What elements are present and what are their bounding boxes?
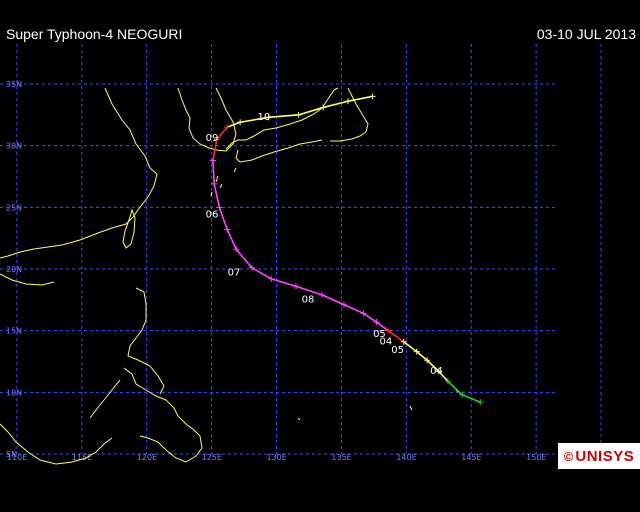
logo-text: UNISYS	[575, 447, 635, 465]
lon-label: 145E	[461, 453, 481, 462]
track-segment	[416, 351, 428, 361]
track-segment	[226, 121, 241, 128]
lat-label: 30N	[6, 142, 22, 151]
coast-borneo	[0, 423, 113, 465]
day-label: 06	[206, 210, 219, 221]
date-range: 03-10 JUL 2013	[536, 26, 636, 42]
track-segment	[363, 312, 377, 323]
track-segment	[323, 100, 349, 109]
lat-label: 35N	[6, 80, 22, 89]
track-segment	[213, 183, 221, 208]
header: Super Typhoon-4 NEOGURI 03-10 JUL 2013	[0, 0, 640, 44]
day-label: 04	[430, 366, 443, 377]
lon-label: 130E	[267, 453, 287, 462]
lat-label: 10N	[6, 388, 22, 397]
track-segment	[403, 341, 418, 353]
track-segment	[438, 370, 449, 382]
day-label: 10	[258, 112, 271, 123]
track-segment	[271, 278, 297, 288]
track-segment	[426, 359, 440, 372]
lon-label: 120E	[137, 453, 157, 462]
track-segment	[216, 126, 228, 141]
track-segment	[298, 106, 324, 116]
track-segment	[461, 394, 481, 403]
track-segment	[268, 114, 299, 119]
lon-label: 135E	[331, 453, 351, 462]
lon-label: 140E	[396, 453, 416, 462]
lon-label: 150E	[526, 453, 546, 462]
lat-label: 5N	[6, 450, 17, 459]
coast-ryukyu	[210, 167, 237, 197]
lon-label: 115E	[72, 453, 92, 462]
day-label: 05	[391, 345, 404, 356]
lat-label: 25N	[6, 203, 22, 212]
coast-palawan	[89, 379, 121, 419]
day-label: 05	[373, 329, 386, 340]
track-segment	[235, 248, 253, 269]
coast-south-china	[0, 273, 55, 286]
unisys-logo: © UNISYS	[558, 443, 640, 469]
day-label: 08	[302, 295, 315, 306]
coast-visayas	[123, 367, 203, 463]
day-label: 07	[228, 267, 241, 278]
coast-china	[0, 87, 158, 259]
track-segment	[295, 285, 323, 296]
track-segment	[447, 380, 463, 396]
track-segment	[321, 294, 345, 306]
track-segment	[212, 139, 218, 161]
coast-japan	[225, 87, 339, 163]
track-segment	[343, 304, 364, 315]
track-segment	[218, 207, 228, 230]
coastlines	[0, 87, 459, 465]
track-ticks	[209, 93, 484, 406]
map-title: Super Typhoon-4 NEOGURI	[6, 26, 183, 42]
copyright-symbol: ©	[563, 448, 574, 464]
track-segment	[375, 321, 389, 332]
track-segment	[251, 267, 272, 280]
track-segment	[387, 330, 405, 343]
lon-label: 110E	[7, 453, 27, 462]
day-label: 09	[206, 133, 219, 144]
storm-track	[212, 95, 481, 403]
lat-label: 15N	[6, 327, 22, 336]
lat-label: 20N	[6, 265, 22, 274]
track-segment	[240, 116, 269, 124]
map-background	[0, 44, 640, 469]
track-segment	[226, 229, 237, 250]
coast-luzon	[127, 287, 165, 395]
lon-label: 125E	[202, 453, 222, 462]
track-segment	[347, 95, 373, 103]
day-label: 04	[380, 337, 393, 348]
coast-taiwan	[122, 208, 136, 249]
track-segment	[212, 160, 215, 184]
coast-korea	[177, 87, 237, 152]
